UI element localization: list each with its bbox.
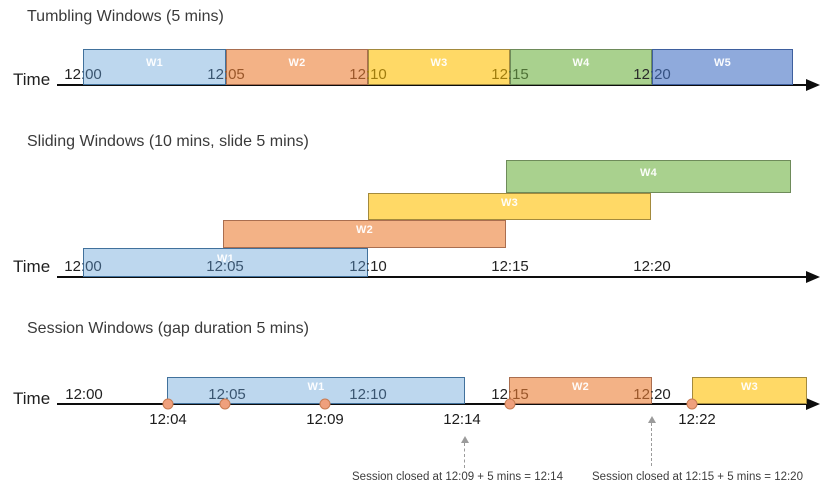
tick-hour: 12: [64, 66, 81, 83]
event-dot: [319, 398, 331, 410]
tick-hour: 12: [491, 386, 508, 403]
timeline-axis: [57, 403, 806, 405]
window-bar-w1: W1: [167, 377, 465, 404]
window-bar-w1: W1: [83, 248, 368, 277]
tick-hour: 12: [206, 258, 223, 275]
event-dot: [219, 398, 231, 410]
section-title: Sliding Windows (10 mins, slide 5 mins): [27, 133, 309, 150]
tick-minute: :10: [365, 386, 387, 403]
tick-minute: :05: [223, 66, 245, 83]
window-label: W3: [740, 380, 759, 393]
tick-minute: :00: [80, 66, 102, 83]
window-bar-w3: W3: [692, 377, 807, 404]
event-time-label: 12:22: [678, 411, 716, 428]
event-dot: [504, 398, 516, 410]
event-time-label: 12:04: [149, 411, 187, 428]
window-label: W2: [288, 57, 306, 69]
window-label: W3: [430, 57, 448, 69]
axis-tick-label: 12:20: [633, 66, 671, 84]
window-label: W3: [500, 196, 519, 209]
tick-minute: :20: [649, 258, 671, 275]
event-time-label: 12:09: [306, 411, 344, 428]
event-dot: [162, 398, 174, 410]
window-label: W4: [572, 57, 590, 69]
window-bar-w4: W4: [506, 160, 791, 193]
window-bar-w3: W3: [368, 49, 510, 85]
section-title: Session Windows (gap duration 5 mins): [27, 320, 309, 337]
axis-arrow-icon: [806, 271, 820, 283]
window-bar-w2: W2: [509, 377, 652, 404]
tick-hour: 12: [633, 258, 650, 275]
axis-tick-label: 12:10: [349, 66, 387, 84]
axis-tick-label: 12:00: [65, 386, 103, 404]
window-bar-w2: W2: [223, 220, 506, 248]
time-axis-label: Time: [13, 70, 51, 89]
tick-minute: :15: [507, 66, 529, 83]
event-time-label: 12:14: [443, 411, 481, 428]
tick-hour: 12: [349, 386, 366, 403]
tick-minute: :10: [365, 258, 387, 275]
tick-minute: :20: [649, 66, 671, 83]
window-label: W1: [307, 380, 325, 393]
timeline-axis: [57, 276, 806, 278]
window-label: W1: [145, 57, 164, 69]
tick-hour: 12: [491, 258, 508, 275]
axis-tick-label: 12:00: [64, 258, 102, 276]
axis-tick-label: 12:05: [208, 386, 246, 404]
session-closed-annotation: Session closed at 12:09 + 5 mins = 12:14: [352, 471, 563, 483]
tick-minute: :15: [507, 258, 529, 275]
time-axis-label: Time: [13, 257, 51, 276]
axis-tick-label: 12:00: [64, 66, 102, 84]
session-closed-annotation: Session closed at 12:15 + 5 mins = 12:20: [592, 471, 803, 483]
window-bar-w5: W5: [652, 49, 793, 85]
tick-minute: :05: [222, 258, 244, 275]
axis-tick-label: 12:10: [349, 386, 387, 404]
tick-hour: 12: [491, 66, 508, 83]
tick-hour: 12: [633, 386, 650, 403]
tick-hour: 12: [207, 66, 224, 83]
axis-tick-label: 12:05: [207, 66, 245, 84]
tick-minute: :00: [81, 386, 103, 403]
tick-hour: 12: [633, 66, 650, 83]
time-axis-label: Time: [13, 389, 51, 408]
window-bar-w2: W2: [226, 49, 368, 85]
window-bar-w1: W1: [83, 49, 226, 85]
timeline-axis: [57, 84, 806, 86]
event-dot: [686, 398, 698, 410]
axis-tick-label: 12:15: [491, 66, 529, 84]
window-label: W1: [216, 252, 235, 265]
tick-minute: :10: [365, 66, 387, 83]
window-label: W2: [571, 380, 590, 393]
tick-minute: :05: [224, 386, 246, 403]
callout-arrow-icon: [648, 416, 656, 423]
axis-arrow-icon: [806, 398, 820, 410]
axis-tick-label: 12:20: [633, 386, 671, 404]
axis-tick-label: 12:15: [491, 258, 529, 276]
tick-hour: 12: [349, 258, 366, 275]
callout-arrow-line: [651, 423, 652, 466]
tick-hour: 12: [64, 258, 81, 275]
window-bar-w4: W4: [510, 49, 652, 85]
window-label: W5: [713, 57, 732, 69]
axis-tick-label: 12:10: [349, 258, 387, 276]
tick-hour: 12: [65, 386, 82, 403]
window-bar-w3: W3: [368, 193, 651, 220]
callout-arrow-icon: [461, 436, 469, 443]
axis-tick-label: 12:05: [206, 258, 244, 276]
axis-arrow-icon: [806, 79, 820, 91]
window-label: W2: [355, 224, 374, 236]
tick-hour: 12: [349, 66, 366, 83]
callout-arrow-line: [464, 443, 465, 468]
window-label: W4: [639, 166, 658, 179]
section-title: Tumbling Windows (5 mins): [27, 8, 224, 25]
axis-tick-label: 12:20: [633, 258, 671, 276]
tick-minute: :20: [649, 386, 671, 403]
tick-minute: :00: [80, 258, 102, 275]
